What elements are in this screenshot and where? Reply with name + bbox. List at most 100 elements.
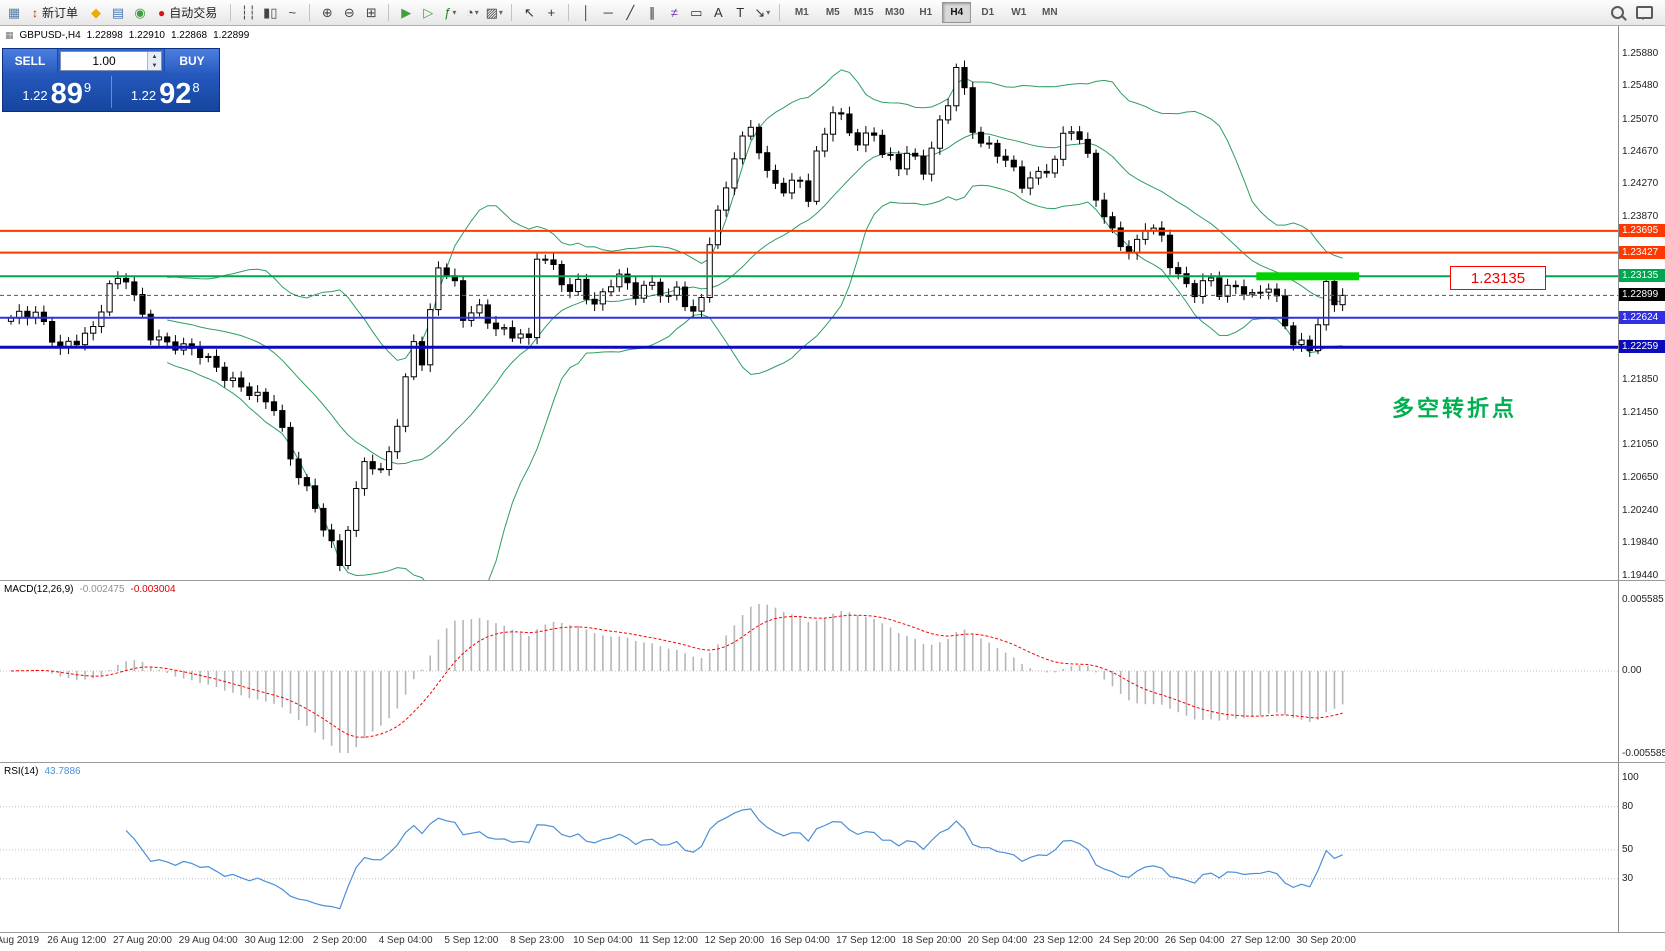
price-tag-1.23695: 1.23695 — [1619, 223, 1665, 237]
zoom-out-icon[interactable]: ⊖ — [339, 3, 359, 23]
market-watch-icon[interactable]: ▤ — [108, 3, 128, 23]
timeframe-m5[interactable]: M5 — [825, 7, 840, 18]
macd-panel-canvas[interactable] — [0, 581, 1618, 761]
candlestick-chart-icon[interactable]: ▮▯ — [260, 3, 280, 23]
price-axis-label: 1.25480 — [1622, 80, 1659, 92]
text-icon[interactable]: A — [708, 3, 728, 23]
shapes-icon: ▭ — [690, 4, 703, 20]
arrows-icon: ↘ — [754, 4, 766, 20]
sell-price-button[interactable]: 1.22 89 9 — [3, 73, 111, 111]
price-axis-label: 1.25880 — [1622, 48, 1659, 59]
price-tag-1.23427: 1.23427 — [1619, 245, 1665, 259]
panel-separator[interactable] — [0, 580, 1665, 581]
sell-button[interactable]: SELL — [3, 49, 58, 73]
time-axis-label: 30 Aug 12:00 — [244, 935, 304, 946]
bar-chart-icon: ┆┆ — [240, 4, 257, 20]
templates-button[interactable]: ▨ ▾ — [484, 3, 504, 23]
toolbar-separator — [309, 4, 311, 21]
timeframe-d1[interactable]: D1 — [981, 7, 995, 18]
panel-separator[interactable] — [0, 762, 1665, 763]
navigator-icon[interactable]: ◉ — [130, 3, 150, 23]
bar-chart-icon[interactable]: ┆┆ — [238, 3, 258, 23]
arrows-icon[interactable]: ↘ ▾ — [752, 3, 772, 23]
new-chart-icon[interactable]: ▦ — [4, 3, 24, 23]
chevron-down-icon: ▾ — [498, 8, 503, 17]
timeframe-h1[interactable]: H1 — [919, 7, 933, 18]
time-axis-label: 29 Aug 04:00 — [178, 935, 238, 946]
rsi-axis-label: 30 — [1622, 872, 1634, 884]
text-icon: A — [713, 5, 723, 20]
auto-scroll-icon[interactable]: ▶ — [396, 3, 416, 23]
price-annotation-box[interactable]: 1.23135 — [1450, 266, 1546, 290]
tile-windows-icon[interactable]: ⊞ — [361, 3, 381, 23]
buy-price-small: 1.22 — [130, 88, 157, 103]
timeframe-m1[interactable]: M1 — [794, 7, 809, 18]
text-label-icon[interactable]: T — [730, 3, 750, 23]
periods-button: ◔ — [465, 5, 474, 20]
autotrading-button-label: 自动交易 — [169, 6, 218, 20]
price-axis-label: 1.19840 — [1622, 537, 1659, 549]
chat-icon[interactable] — [1636, 6, 1653, 20]
toolbar-separator — [779, 4, 781, 21]
buy-button[interactable]: BUY — [164, 49, 219, 73]
main-toolbar: ▦ ↕ 新订单 ◆ ▤ ◉ ● 自动交易 ┆┆ ▮▯ ~ ⊕ ⊖ ⊞ ▶ ▷ ƒ ▾ ◔ ▾ ▨ ▾ ↖ + │ ─ ╱ ∥ ≠ ▭ A T ↘… — [0, 0, 1665, 26]
horizontal-line-icon: ─ — [603, 5, 613, 20]
main-chart-canvas[interactable] — [0, 26, 1618, 580]
indicators-button[interactable]: ƒ ▾ — [440, 3, 460, 23]
timeframe-mn[interactable]: MN — [1042, 7, 1058, 18]
sell-price-small: 1.22 — [22, 88, 48, 103]
timeframe-h4[interactable]: H4 — [942, 2, 972, 23]
volume-down-button[interactable]: ▼ — [148, 61, 161, 70]
macd-name: MACD(12,26,9) — [4, 584, 74, 595]
macd-axis-label: -0.005585 — [1622, 748, 1665, 759]
chevron-down-icon: ▾ — [766, 8, 771, 17]
turning-point-annotation[interactable]: 多空转折点 — [1392, 396, 1518, 421]
new-order-button[interactable]: ↕ 新订单 — [26, 3, 84, 23]
time-axis-label: 27 Sep 12:00 — [1230, 935, 1291, 946]
autotrading-button[interactable]: ● 自动交易 — [152, 3, 223, 23]
price-axis-label: 1.24270 — [1622, 178, 1659, 190]
volume-value[interactable]: 1.00 — [92, 54, 116, 68]
time-axis-label: 8 Sep 23:00 — [510, 935, 565, 946]
timeframe-w1[interactable]: W1 — [1011, 7, 1027, 18]
volume-up-button[interactable]: ▲ — [148, 52, 161, 61]
horizontal-line-icon[interactable]: ─ — [598, 3, 618, 23]
equidistant-channel-icon[interactable]: ∥ — [642, 3, 662, 23]
crosshair-icon[interactable]: + — [541, 3, 561, 23]
buy-price-button[interactable]: 1.22 92 8 — [112, 73, 220, 111]
equidistant-channel-icon: ∥ — [649, 4, 656, 20]
volume-field[interactable]: 1.00 ▲ ▼ — [60, 51, 162, 71]
macd-axis-label: 0.00 — [1622, 665, 1642, 676]
price-axis-label: 1.23870 — [1622, 210, 1659, 222]
time-axis-label: 27 Aug 20:00 — [113, 935, 172, 946]
time-axis-label: 2 Sep 20:00 — [312, 935, 367, 946]
time-axis-label: 30 Sep 20:00 — [1296, 935, 1356, 946]
time-axis-label: 18 Sep 20:00 — [901, 935, 962, 946]
line-chart-icon[interactable]: ~ — [282, 3, 302, 23]
rsi-panel-canvas[interactable] — [0, 763, 1618, 931]
chart-plot-area[interactable] — [0, 26, 1618, 932]
symbol-search-icon[interactable] — [1611, 6, 1624, 19]
toolbar-separator — [388, 4, 390, 21]
time-axis-label: 23 Sep 12:00 — [1033, 935, 1093, 946]
time-axis-label: 12 Sep 20:00 — [704, 935, 765, 946]
shapes-icon[interactable]: ▭ — [686, 3, 706, 23]
text-label-icon: T — [736, 5, 745, 20]
macd-main-value: -0.002475 — [79, 584, 125, 595]
fibonacci-icon[interactable]: ≠ — [664, 3, 684, 23]
rsi-axis-label: 80 — [1622, 800, 1634, 812]
periods-button[interactable]: ◔ ▾ — [462, 3, 482, 23]
timeframe-m30[interactable]: M30 — [885, 7, 905, 18]
chart-shift-icon[interactable]: ▷ — [418, 3, 438, 23]
cursor-icon[interactable]: ↖ — [519, 3, 539, 23]
panel-separator — [0, 932, 1665, 933]
chart-window: 1.25880 1.25480 1.25070 1.24670 1.24270 1.238… — [0, 26, 1665, 951]
trendline-icon[interactable]: ╱ — [620, 3, 640, 23]
line-chart-icon: ~ — [288, 5, 297, 20]
metaeditor-icon[interactable]: ◆ — [86, 3, 106, 23]
chevron-down-icon: ▾ — [452, 8, 457, 17]
time-axis-label: 17 Sep 12:00 — [836, 935, 896, 946]
vertical-line-icon[interactable]: │ — [576, 3, 596, 23]
timeframe-m15[interactable]: M15 — [854, 7, 874, 18]
zoom-in-icon[interactable]: ⊕ — [317, 3, 337, 23]
